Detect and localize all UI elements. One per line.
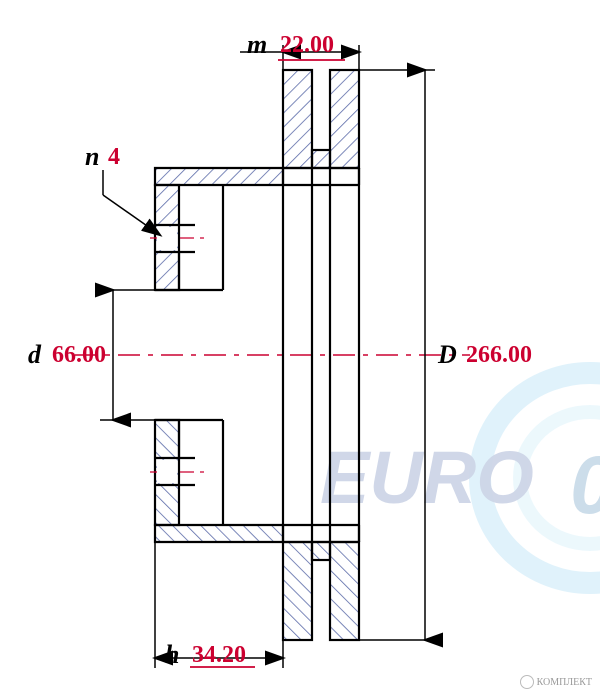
label-D: D (438, 340, 457, 370)
value-m: 22.00 (280, 32, 334, 59)
footer-logo: КОМПЛЕКТ (520, 675, 592, 689)
label-d: d (28, 340, 41, 370)
value-n: 4 (108, 144, 120, 171)
footer-text: КОМПЛЕКТ (537, 677, 592, 688)
label-n: n (85, 142, 99, 172)
value-d: 66.00 (52, 342, 106, 369)
label-h: h (165, 640, 179, 670)
value-D: 266.00 (466, 342, 532, 369)
label-m: m (247, 30, 267, 60)
drawing-canvas: EURO 07 (0, 0, 600, 695)
value-h: 34.20 (192, 642, 246, 669)
